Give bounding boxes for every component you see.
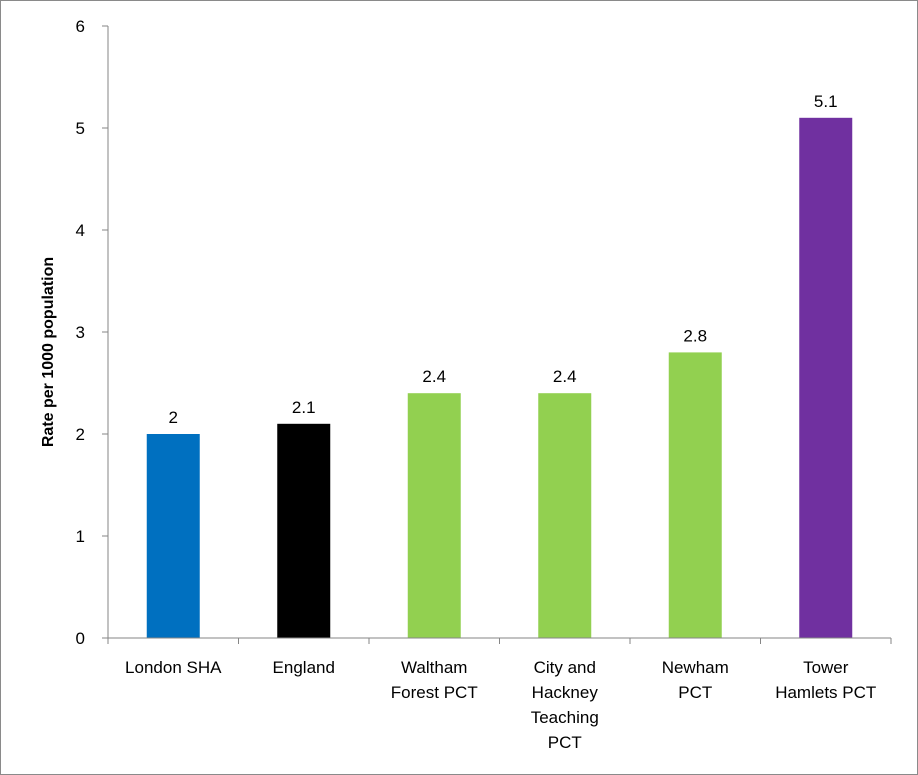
axes-group (102, 26, 891, 639)
x-category-label-line: Tower (803, 658, 849, 677)
x-category-label: London SHA (125, 658, 222, 677)
x-category-label: City and Hackney Teaching PCT (531, 658, 599, 752)
y-tick-label: 4 (76, 221, 85, 240)
x-category-label-line: Forest PCT (391, 683, 478, 702)
x-category-label-line: City and (534, 658, 596, 677)
data-label: 5.1 (814, 92, 838, 111)
bar (146, 434, 200, 638)
data-label: 2.8 (683, 326, 707, 345)
x-category-label-line: Hackney (532, 683, 599, 702)
x-category-label-line: London SHA (125, 658, 222, 677)
x-category-label: England (273, 658, 335, 677)
x-category-label-line: Hamlets PCT (775, 683, 876, 702)
bar (538, 393, 592, 638)
y-tick-label: 0 (76, 629, 85, 648)
y-tick-label: 5 (76, 119, 85, 138)
y-tick-label: 6 (76, 17, 85, 36)
data-label: 2.4 (553, 367, 577, 386)
x-category-label-line: England (273, 658, 335, 677)
y-ticks-group: 0 1 2 3 4 5 6 (76, 17, 892, 648)
x-category-label-line: Waltham (401, 658, 467, 677)
bar (277, 423, 331, 638)
x-category-label-line: Newham (662, 658, 729, 677)
x-category-label-line: PCT (678, 683, 712, 702)
bar (668, 352, 722, 638)
bars-group (146, 117, 853, 639)
x-category-label: Newham PCT (662, 658, 729, 702)
x-category-label: Waltham Forest PCT (391, 658, 478, 702)
data-labels-group: 2 2.1 2.4 2.4 2.8 5.1 (169, 92, 838, 427)
x-labels-group: London SHA England Waltham Forest PCT City a… (125, 658, 876, 752)
bar (407, 393, 461, 638)
y-tick-label: 1 (76, 527, 85, 546)
data-label: 2.1 (292, 398, 316, 417)
y-tick-label: 3 (76, 323, 85, 342)
x-category-label: Tower Hamlets PCT (775, 658, 876, 702)
data-label: 2 (169, 408, 178, 427)
x-category-label-line: PCT (548, 733, 582, 752)
data-label: 2.4 (422, 367, 446, 386)
y-tick-label: 2 (76, 425, 85, 444)
x-category-label-line: Teaching (531, 708, 599, 727)
y-axis-title: Rate per 1000 population (40, 257, 57, 447)
bar (799, 117, 853, 639)
